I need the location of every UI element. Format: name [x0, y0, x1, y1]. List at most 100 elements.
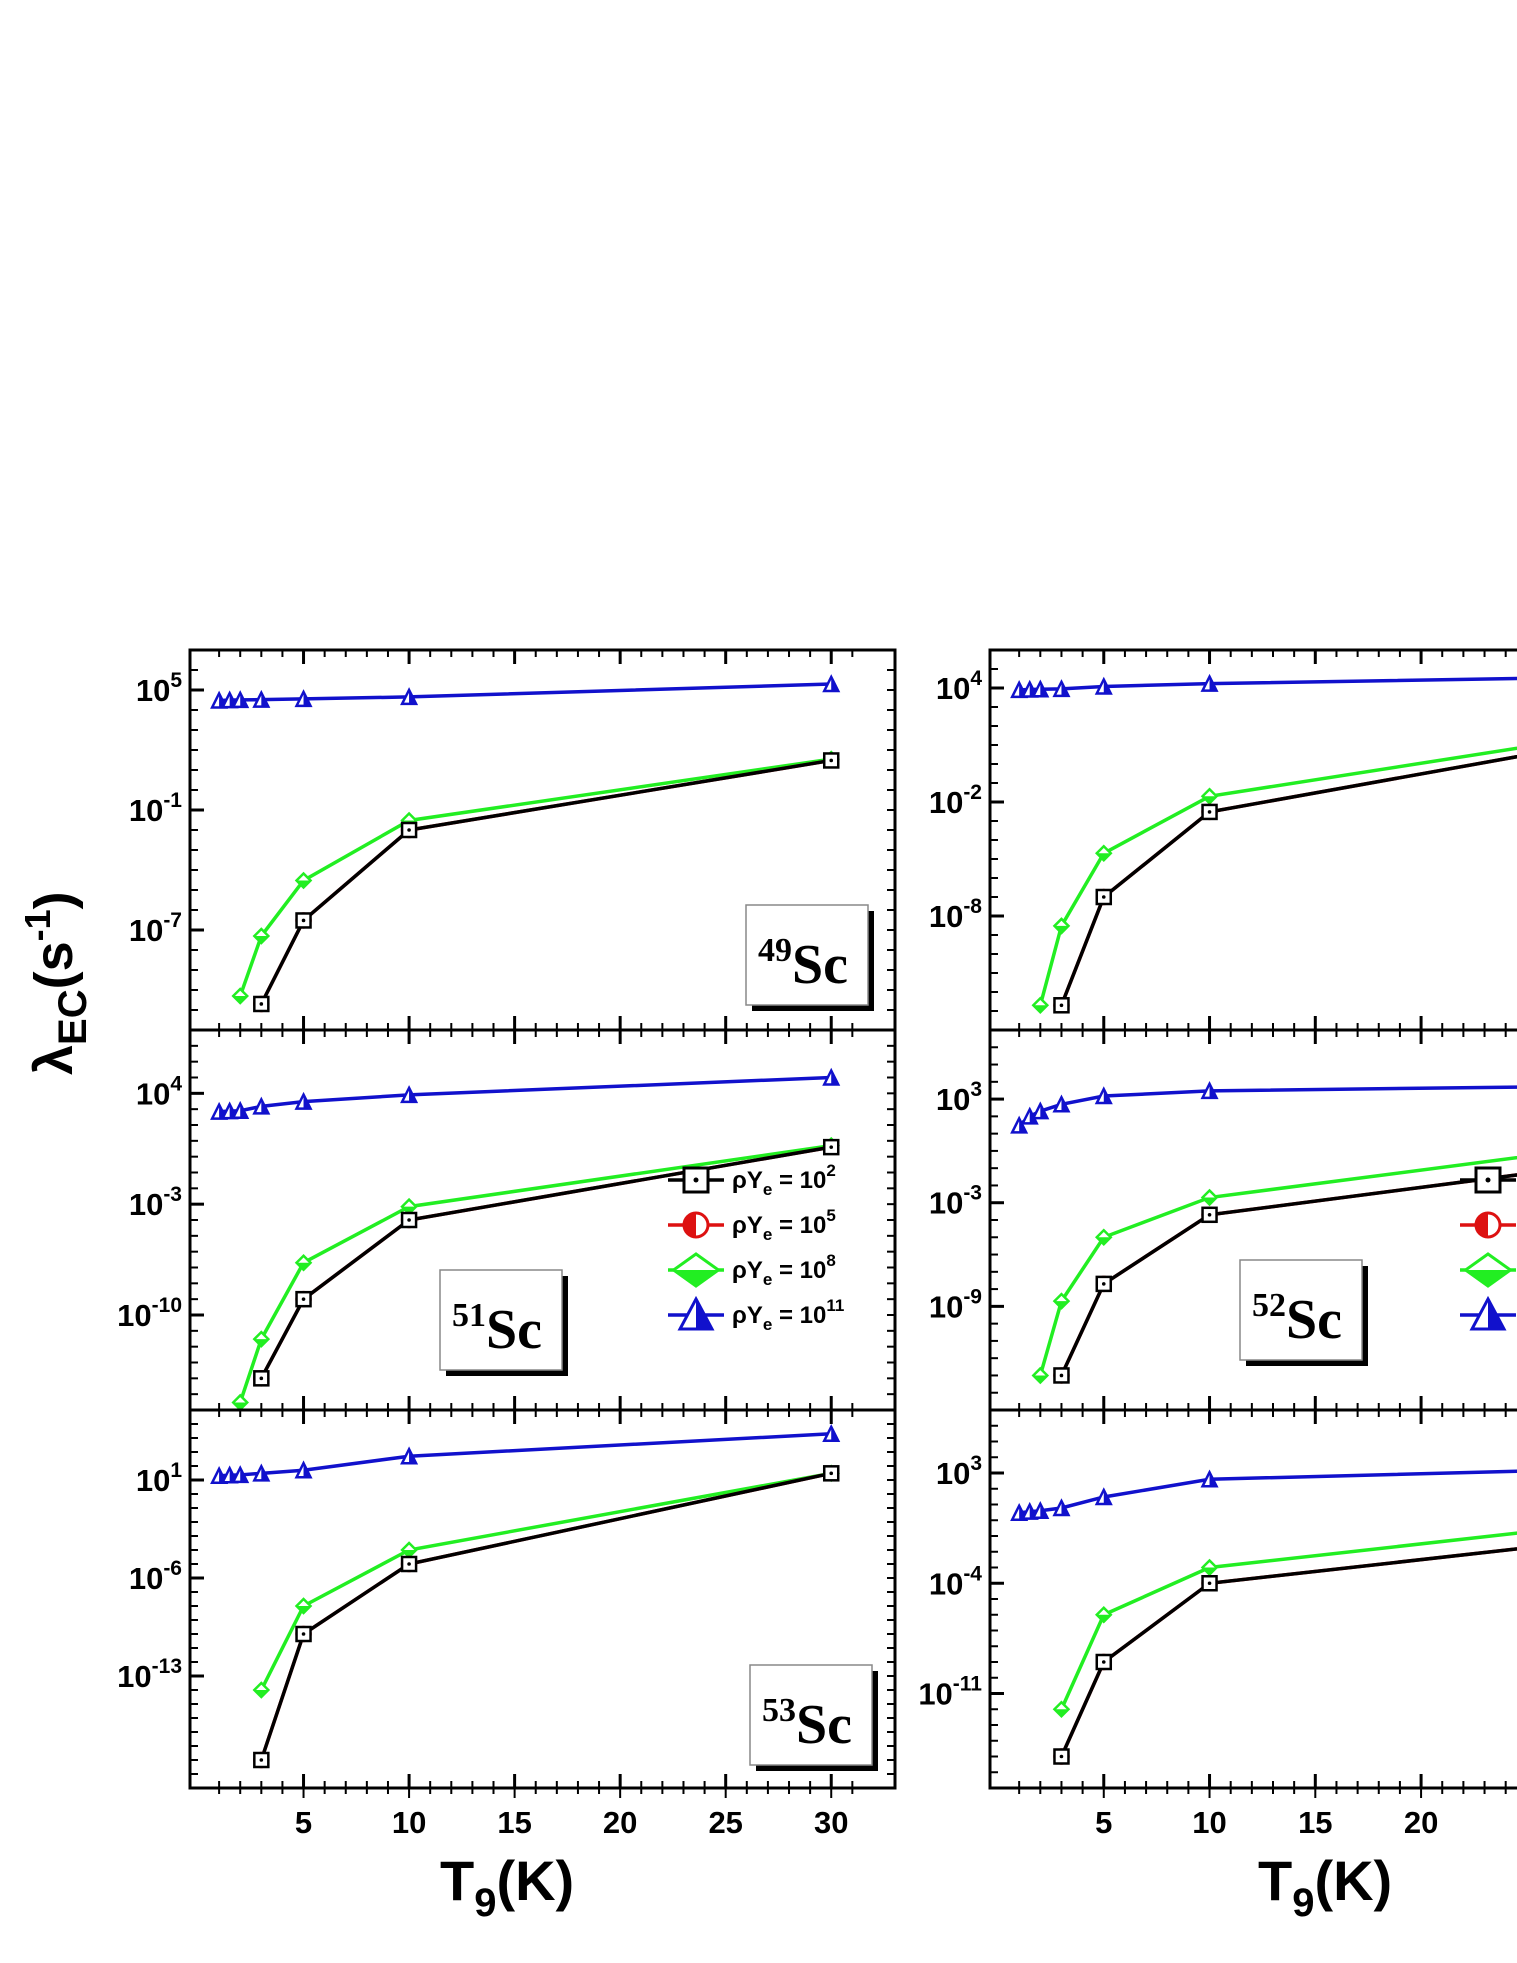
y-tick-label: 10-11	[918, 1673, 982, 1712]
data-point-diamond-half	[1054, 1301, 1069, 1309]
nucleus-box	[439, 1269, 563, 1371]
y-tick-label: 10-10	[117, 1294, 182, 1333]
data-point-square-dot	[1207, 810, 1212, 814]
data-point-diamond-half	[1054, 1709, 1069, 1717]
data-point-diamond-half	[1202, 796, 1217, 804]
series-group	[1010, 673, 1517, 1015]
legend-marker-dot	[693, 1177, 699, 1183]
y-tick-label: 10-1	[129, 789, 182, 828]
series-line-square	[1059, 754, 1517, 1006]
data-point-square-dot	[259, 1002, 264, 1006]
data-point-square-dot	[407, 1562, 411, 1566]
data-point-square-dot	[1207, 1213, 1212, 1217]
data-point-triangle-half	[1209, 1472, 1217, 1487]
legend-1: ρYe = 102 ρYe = 105 ρYe = 108 ρYe = 1011	[668, 1161, 844, 1334]
data-point-square-dot	[301, 918, 306, 923]
data-point-triangle-half	[1061, 681, 1069, 696]
panel-2: 104 10-2 10-8	[929, 648, 1517, 1032]
data-point-diamond-half	[254, 1339, 269, 1347]
x-axis-label-left: T9(K)	[440, 1849, 574, 1925]
y-tick-label: 10-13	[117, 1655, 182, 1694]
data-point-triangle-half	[1019, 1118, 1027, 1133]
series-line-square	[259, 1145, 832, 1380]
legend-label: ρYe = 102	[732, 1161, 836, 1199]
y-tick-label: 103	[936, 1078, 982, 1117]
y-tick-label: 10-8	[929, 895, 982, 934]
panel-3: 104 10-3 10-10 51Sc	[117, 1028, 897, 1412]
data-point-diamond-half	[1033, 1375, 1048, 1383]
nucleus-box	[749, 1664, 873, 1766]
series-group	[210, 1067, 841, 1410]
data-point-triangle-half	[1103, 679, 1111, 694]
legend-marker-square	[1474, 1166, 1502, 1194]
data-point-square-dot	[407, 1218, 411, 1222]
series-line-square	[1059, 1173, 1517, 1377]
y-tick-label: 10-9	[929, 1285, 982, 1324]
data-point-triangle-half	[831, 1070, 839, 1085]
x-tick-label: 15	[497, 1805, 531, 1840]
data-point-diamond-half	[402, 1550, 417, 1557]
data-point-triangle-half	[303, 691, 311, 706]
y-axis-label: λEC(s-1)	[17, 891, 95, 1075]
data-point-triangle-half	[261, 1099, 269, 1114]
nucleus-box	[745, 904, 869, 1006]
data-point-triangle-half	[1040, 1503, 1048, 1518]
nucleus-label: 49Sc	[758, 932, 848, 996]
series-line-square	[259, 758, 832, 1005]
y-tick-label: 10-6	[129, 1557, 182, 1596]
series-line-triangle	[1018, 1469, 1517, 1515]
data-point-triangle-half	[1040, 682, 1048, 697]
series-group	[1010, 1081, 1517, 1385]
data-point-diamond-half	[1202, 1197, 1217, 1205]
series-line-triangle	[1019, 676, 1517, 692]
data-point-diamond-half	[402, 1206, 417, 1214]
legend-marker-dot	[1485, 1177, 1491, 1183]
data-point-diamond-half	[1096, 1614, 1111, 1622]
series-line-square	[259, 1471, 832, 1761]
data-point-triangle-half	[240, 1103, 248, 1118]
data-point-square-dot	[1059, 1003, 1064, 1008]
series-line-diamond	[238, 757, 832, 997]
panel-6: 103 10-4 10-11 5 10 15 20	[918, 1408, 1517, 1840]
y-tick-label: 101	[136, 1459, 182, 1498]
data-point-square-dot	[259, 1758, 264, 1762]
data-point-square-dot	[1059, 1754, 1064, 1759]
data-point-diamond-half	[1096, 1237, 1111, 1245]
data-point-triangle-half	[1103, 1489, 1111, 1504]
y-tick-label: 103	[936, 1452, 982, 1491]
data-point-diamond-half	[1202, 1567, 1217, 1575]
data-point-triangle-half	[1209, 676, 1217, 691]
series-line-square	[1059, 1547, 1517, 1758]
nucleus-box	[1239, 1259, 1363, 1361]
series-line-diamond	[259, 1471, 832, 1691]
y-tick-label: 10-2	[929, 781, 982, 820]
series-line-circle	[1059, 754, 1517, 1006]
legend-marker-half	[696, 1299, 712, 1329]
x-tick-label: 5	[295, 1805, 312, 1840]
data-point-square-dot	[301, 1632, 306, 1636]
data-point-square-dot	[1059, 1373, 1064, 1378]
data-point-triangle-half	[1209, 1083, 1217, 1098]
data-point-diamond-half	[296, 1606, 311, 1613]
panel-5: 101 10-6 10-13 5 10 15 20 25 30 53Sc	[117, 1408, 897, 1840]
data-point-triangle-half	[240, 1467, 248, 1482]
data-point-square-dot	[1207, 1581, 1212, 1586]
panel-1: 105 10-1 10-7 49Sc	[129, 648, 897, 1032]
y-tick-label: 10-7	[129, 909, 182, 948]
series-line-triangle	[219, 1432, 832, 1478]
data-point-diamond-half	[233, 996, 248, 1004]
legend-marker-half	[1465, 1270, 1511, 1286]
data-point-square-dot	[829, 1145, 834, 1149]
data-point-triangle-half	[409, 1449, 417, 1464]
data-point-triangle-half	[261, 692, 269, 707]
series-group	[210, 1423, 841, 1769]
data-point-triangle-half	[1061, 1500, 1069, 1515]
x-tick-label: 25	[708, 1805, 742, 1840]
data-point-square-dot	[1101, 895, 1106, 899]
data-point-diamond-half	[1054, 925, 1069, 933]
series-line-triangle	[219, 1075, 832, 1114]
data-point-square-dot	[1101, 1660, 1106, 1664]
